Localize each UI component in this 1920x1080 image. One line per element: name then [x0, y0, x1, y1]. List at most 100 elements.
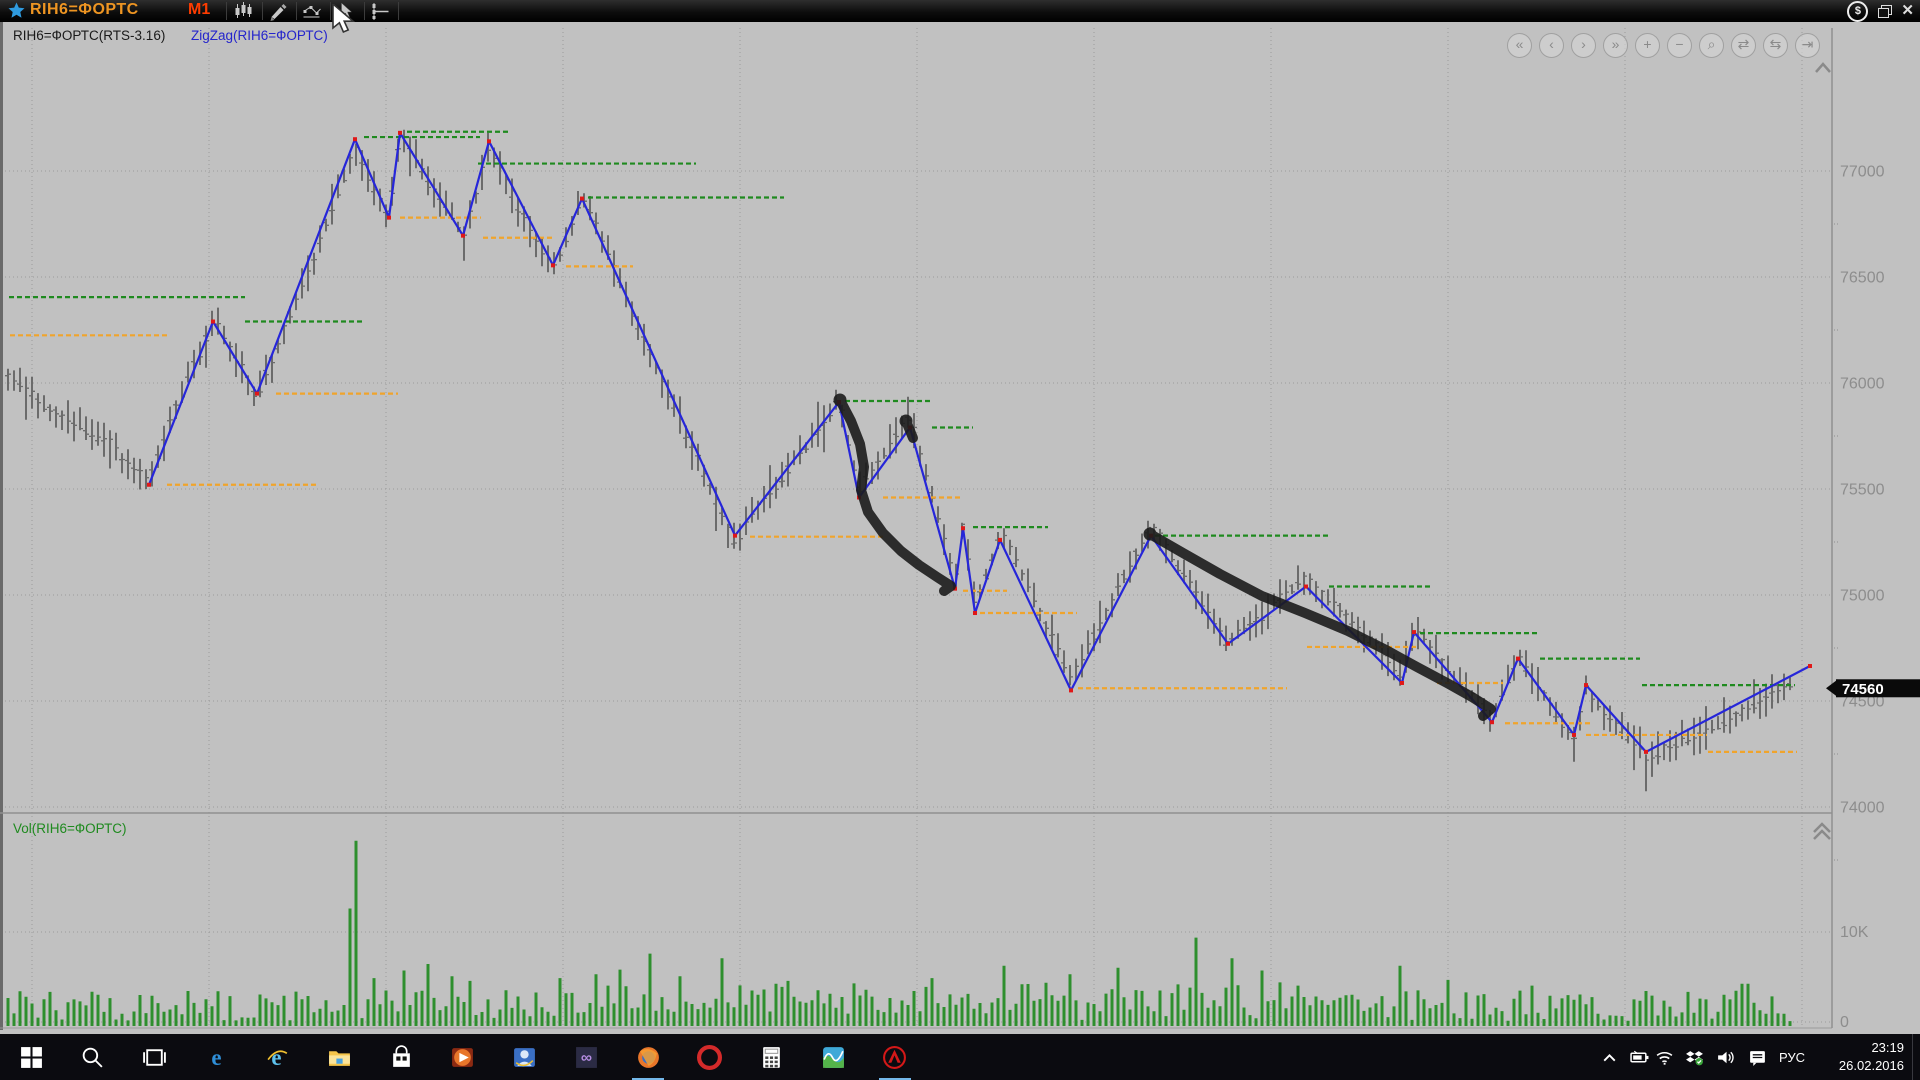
taskbar-icon-opera[interactable] [687, 1034, 733, 1080]
mouse-cursor [332, 4, 356, 34]
nav-button-scroll-fast-left[interactable]: « [1507, 33, 1532, 58]
zigzag-pivot-marker [973, 611, 977, 616]
nav-button-go-to-end[interactable]: ⇥ [1795, 33, 1820, 58]
zigzag-pivot-marker [1516, 656, 1520, 661]
current-price-tag: 74560 [1826, 679, 1920, 698]
zigzag-pivot-marker [551, 263, 555, 268]
zigzag-pivot-marker [1304, 584, 1308, 589]
zigzag-pivot-marker [998, 537, 1002, 542]
toolbar-separator [262, 2, 263, 20]
indicator-levels-icon[interactable] [301, 1, 325, 21]
svg-text:e: e [272, 1045, 282, 1070]
price-axis-label: 75000 [1840, 588, 1885, 605]
toolbar-separator [296, 2, 297, 20]
nav-button-compress-horizontal[interactable]: ⇄ [1731, 33, 1756, 58]
tray-icon-battery[interactable] [1624, 1034, 1654, 1080]
zigzag-pivot-marker [961, 526, 965, 531]
language-indicator[interactable]: РУС [1778, 1049, 1806, 1065]
price-tag-value: 74560 [1842, 681, 1884, 698]
taskbar-icon-file-explorer[interactable] [317, 1034, 363, 1080]
toolbar-separator [398, 2, 399, 20]
zigzag-pivot-marker [1572, 732, 1576, 737]
left-border [0, 22, 3, 1030]
nav-button-compress-bars[interactable]: ⇆ [1763, 33, 1788, 58]
price-axis-label: 74500 [1840, 694, 1885, 711]
price-axis-label: 76500 [1840, 270, 1885, 287]
tray-icon-action-center[interactable] [1742, 1034, 1772, 1080]
svg-text:∞: ∞ [581, 1049, 592, 1066]
zigzag-pivot-marker [1226, 641, 1230, 646]
tray-icon-tray-expand[interactable] [1594, 1034, 1624, 1080]
taskbar-icon-media-player[interactable] [440, 1034, 486, 1080]
price-axis[interactable]: 77000 76500 76000 75500 75000 74500 74000 10K 0 [1834, 164, 1885, 1032]
annotations [833, 393, 1496, 721]
taskbar-icon-visual-studio[interactable]: ∞ [563, 1034, 609, 1080]
taskbar-clock[interactable]: 23:19 26.02.2016 [1814, 1039, 1904, 1075]
nav-button-scroll-fast-right[interactable]: » [1603, 33, 1628, 58]
active-app-underline [878, 1078, 911, 1080]
zigzag-pivot-marker [387, 215, 391, 220]
taskbar-icon-internet-explorer[interactable]: e [255, 1034, 301, 1080]
collapse-volume-pane-icon[interactable] [1813, 822, 1831, 840]
taskbar-icon-edge[interactable]: e [193, 1034, 239, 1080]
close-icon[interactable]: ✕ [1901, 2, 1914, 19]
nav-button-zoom-in[interactable]: + [1635, 33, 1660, 58]
price-volume-chart[interactable]: 7700076500760007550075000745007400010K07… [0, 22, 1920, 1034]
taskbar-icon-trading-app[interactable] [872, 1034, 918, 1080]
zigzag-pivot-marker [211, 319, 215, 324]
zigzag-line [147, 131, 1811, 754]
nav-button-scroll-right[interactable]: › [1571, 33, 1596, 58]
price-axis-label: 77000 [1840, 164, 1885, 181]
zigzag-markers [147, 130, 1812, 754]
nav-button-zoom-area[interactable]: ⌕ [1699, 33, 1724, 58]
price-tag-body [1836, 679, 1920, 698]
show-desktop-button[interactable] [1912, 1034, 1920, 1080]
tray-icon-volume[interactable] [1710, 1034, 1740, 1080]
volume-axis-label: 0 [1840, 1014, 1849, 1031]
taskbar-icon-chart-app[interactable] [810, 1034, 856, 1080]
zigzag-pivot-marker [353, 137, 357, 142]
zigzag-pivot-marker [398, 130, 402, 135]
depth-levels-icon[interactable] [369, 1, 393, 21]
taskbar-icon-start[interactable] [8, 1034, 54, 1080]
price-axis-label: 76000 [1840, 376, 1885, 393]
annotation-stroke-start [833, 393, 847, 407]
chart-area[interactable]: 77000 76500 76000 75500 75000 74500 74000 10K 0 7… [0, 4, 1920, 1034]
dollar-icon[interactable]: $ [1847, 0, 1869, 22]
taskbar-icon-store[interactable] [378, 1034, 424, 1080]
clock-time: 23:19 [1871, 1040, 1904, 1055]
taskbar-icon-calculator[interactable] [748, 1034, 794, 1080]
restore-window-icon[interactable] [1878, 5, 1893, 18]
active-app-underline [632, 1078, 664, 1080]
price-tag-arrow [1826, 679, 1838, 698]
chevron-up-icon [1813, 829, 1831, 840]
taskbar-icon-search[interactable] [70, 1034, 116, 1080]
resistance-levels [9, 130, 1795, 687]
candlestick-style-icon[interactable] [232, 1, 256, 21]
zigzag-pivot-marker [147, 482, 151, 487]
zigzag-pivot-marker [1584, 683, 1588, 688]
collapse-price-pane-icon[interactable] [1815, 62, 1831, 73]
timeframe-button[interactable]: M1 [188, 1, 211, 18]
tray-icon-wifi[interactable] [1649, 1034, 1679, 1080]
annotation-stroke [835, 395, 956, 596]
toolbar-separator [330, 2, 331, 20]
volume-bars [6, 840, 1792, 1026]
volume-indicator-label: Vol(RIH6=ФОРТС) [13, 821, 127, 836]
taskbar-icon-task-view[interactable] [131, 1034, 177, 1080]
draw-pencil-icon[interactable] [267, 1, 291, 21]
zigzag-pivot-marker [1069, 688, 1073, 693]
toolbar-separator [226, 2, 227, 20]
annotation-stroke-start [899, 414, 913, 428]
taskbar-icon-messenger[interactable] [502, 1034, 548, 1080]
taskbar-icon-firefox[interactable] [625, 1034, 671, 1080]
price-axis-label: 74000 [1840, 800, 1885, 817]
volume-axis-label: 10K [1840, 924, 1869, 941]
tray-icon-dropbox[interactable] [1679, 1034, 1709, 1080]
toolbar-separator [364, 2, 365, 20]
nav-button-scroll-left[interactable]: ‹ [1539, 33, 1564, 58]
svg-text:e: e [211, 1045, 221, 1070]
zigzag-pivot-marker [580, 196, 584, 201]
nav-button-zoom-out[interactable]: − [1667, 33, 1692, 58]
